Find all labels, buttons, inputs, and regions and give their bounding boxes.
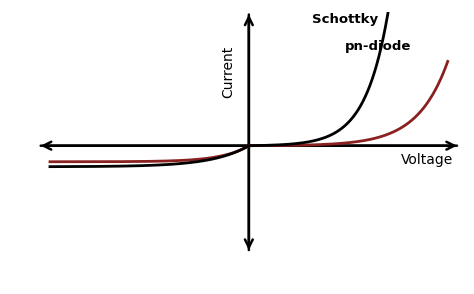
Text: Current: Current [221,46,235,98]
Text: pn-diode: pn-diode [345,40,411,53]
Text: Voltage: Voltage [401,153,453,167]
Text: Schottky: Schottky [312,13,378,26]
